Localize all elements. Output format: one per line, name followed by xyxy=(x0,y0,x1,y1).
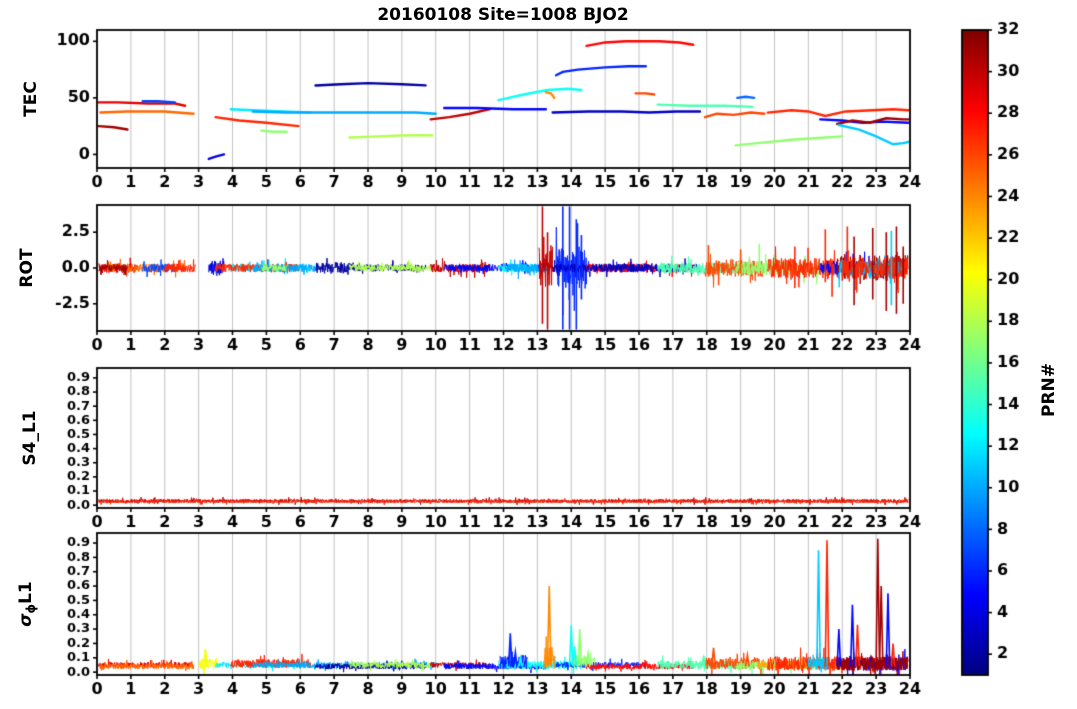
plot-title: 20160108 Site=1008 BJO2 xyxy=(377,5,629,25)
sigma-symbol: σ xyxy=(15,613,36,627)
ylabel-sigma-phi-l1: σϕL1 xyxy=(16,581,38,626)
ylabel-tec: TEC xyxy=(21,81,41,117)
ylabel-rot: ROT xyxy=(17,248,37,288)
ylabel-s4-l1: S4_L1 xyxy=(20,410,40,466)
phi-subscript: ϕ xyxy=(24,603,39,614)
l1-suffix: L1 xyxy=(15,581,36,604)
colorbar-label: PRN# xyxy=(1039,362,1059,418)
